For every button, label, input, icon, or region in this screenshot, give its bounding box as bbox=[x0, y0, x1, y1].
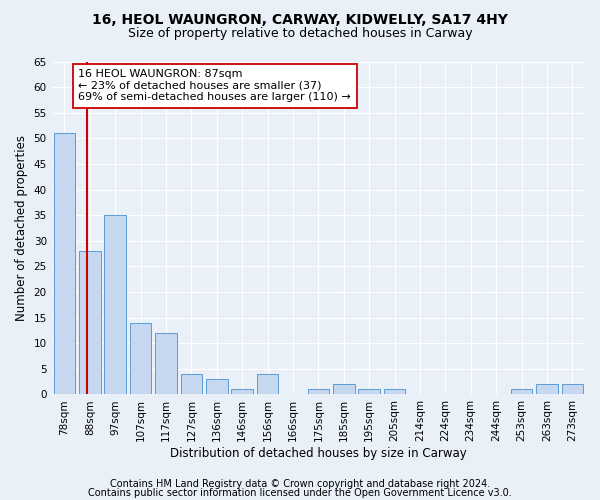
X-axis label: Distribution of detached houses by size in Carway: Distribution of detached houses by size … bbox=[170, 447, 467, 460]
Text: Size of property relative to detached houses in Carway: Size of property relative to detached ho… bbox=[128, 28, 472, 40]
Bar bbox=[308, 390, 329, 394]
Bar bbox=[536, 384, 557, 394]
Text: Contains public sector information licensed under the Open Government Licence v3: Contains public sector information licen… bbox=[88, 488, 512, 498]
Text: Contains HM Land Registry data © Crown copyright and database right 2024.: Contains HM Land Registry data © Crown c… bbox=[110, 479, 490, 489]
Bar bbox=[206, 379, 227, 394]
Bar bbox=[333, 384, 355, 394]
Bar bbox=[511, 390, 532, 394]
Bar bbox=[130, 322, 151, 394]
Bar bbox=[181, 374, 202, 394]
Text: 16 HEOL WAUNGRON: 87sqm
← 23% of detached houses are smaller (37)
69% of semi-de: 16 HEOL WAUNGRON: 87sqm ← 23% of detache… bbox=[79, 69, 351, 102]
Bar bbox=[384, 390, 406, 394]
Bar bbox=[358, 390, 380, 394]
Bar bbox=[53, 133, 75, 394]
Y-axis label: Number of detached properties: Number of detached properties bbox=[15, 135, 28, 321]
Bar bbox=[79, 251, 101, 394]
Text: 16, HEOL WAUNGRON, CARWAY, KIDWELLY, SA17 4HY: 16, HEOL WAUNGRON, CARWAY, KIDWELLY, SA1… bbox=[92, 12, 508, 26]
Bar bbox=[562, 384, 583, 394]
Bar bbox=[155, 333, 177, 394]
Bar bbox=[257, 374, 278, 394]
Bar bbox=[104, 215, 126, 394]
Bar bbox=[232, 390, 253, 394]
